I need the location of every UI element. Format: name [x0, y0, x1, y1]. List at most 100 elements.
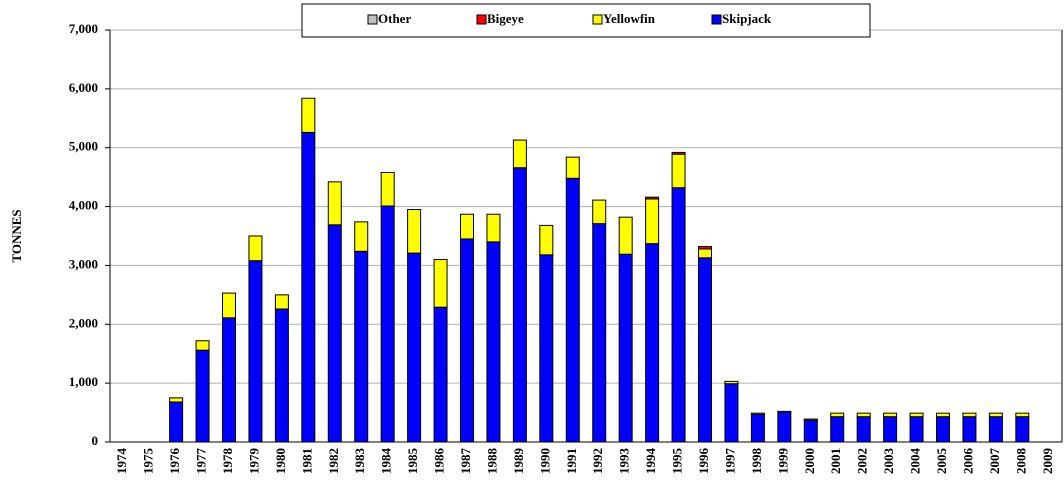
bar-segment [777, 410, 792, 413]
x-tick-label: 2008 [1013, 448, 1028, 475]
x-tick-label: 1993 [617, 448, 632, 475]
x-tick-label: 2001 [828, 448, 843, 474]
bar-segment [486, 213, 501, 243]
bar-segment [592, 223, 607, 443]
legend-label: Bigeye [487, 11, 524, 26]
bar-segment [645, 198, 660, 245]
bar-segment [830, 416, 845, 443]
x-tick-label: 1998 [749, 448, 764, 475]
bar-segment [274, 308, 289, 443]
bar-segment [512, 167, 527, 443]
bar-segment [354, 221, 369, 252]
bar-segment [671, 187, 686, 443]
x-tick-label: 1999 [775, 448, 790, 475]
legend-swatch [476, 14, 487, 25]
bar-segment [962, 416, 977, 443]
bar-segment [698, 257, 712, 443]
bar-segment [169, 397, 184, 403]
bar-segment [803, 418, 818, 421]
bar-segment [671, 151, 686, 155]
x-tick-label: 1980 [273, 448, 288, 474]
bar-segment [407, 209, 422, 254]
bar-segment [618, 253, 633, 443]
bar-segment [301, 131, 316, 443]
x-tick-label: 1988 [484, 448, 499, 475]
x-tick-label: 1987 [458, 448, 473, 475]
y-tick-label: 1,000 [69, 374, 98, 389]
x-tick-label: 1994 [643, 448, 658, 475]
bar-segment [327, 181, 342, 226]
x-tick-label: 1976 [167, 448, 182, 475]
y-tick-label: 7,000 [69, 21, 98, 36]
bar-segment [327, 224, 342, 443]
bar-segment [539, 254, 554, 443]
bar-segment [962, 412, 977, 418]
legend-swatch [711, 14, 722, 25]
legend-swatch [592, 14, 603, 25]
legend-label: Other [378, 11, 411, 26]
bar-segment [460, 238, 474, 443]
x-tick-label: 1977 [194, 448, 209, 475]
bar-segment [936, 416, 950, 443]
x-tick-label: 1978 [220, 448, 235, 475]
x-tick-label: 2006 [960, 448, 975, 475]
bar-segment [195, 340, 210, 351]
bar-segment [777, 411, 792, 443]
bar-segment [645, 196, 660, 200]
bar-segment [512, 139, 527, 169]
bar-segment [248, 235, 263, 262]
bar-segment [380, 171, 395, 207]
bar-segment [724, 380, 739, 385]
bar-segment [592, 199, 607, 225]
bar-segment [645, 243, 660, 443]
bar-segment [354, 250, 369, 443]
bar-segment [830, 412, 845, 418]
bar-segment [460, 213, 474, 240]
y-axis-label: TONNES [9, 209, 24, 262]
bar-segment [248, 260, 263, 443]
bar-segment [856, 412, 871, 418]
x-tick-label: 2003 [881, 448, 896, 475]
x-tick-label: 1975 [141, 448, 156, 475]
bar-segment [883, 412, 898, 418]
legend-label: Yellowfin [603, 11, 656, 26]
x-tick-label: 1997 [722, 448, 737, 475]
bar-segment [486, 241, 501, 443]
bar-segment [565, 177, 580, 443]
bar-segment [407, 252, 422, 443]
bar-segment [698, 248, 712, 259]
x-tick-label: 1986 [432, 448, 447, 475]
x-tick-label: 1979 [246, 448, 261, 475]
bar-segment [671, 153, 686, 189]
bar-segment [274, 294, 289, 310]
x-tick-label: 2002 [855, 448, 870, 474]
bar-segment [988, 412, 1003, 418]
x-tick-label: 1991 [564, 448, 579, 474]
x-tick-label: 1982 [326, 448, 341, 474]
bar-segment [698, 246, 712, 250]
y-tick-label: 5,000 [69, 139, 98, 154]
legend-box [301, 3, 871, 38]
bar-segment [195, 349, 210, 443]
y-tick-label: 3,000 [69, 256, 98, 271]
x-tick-label: 2007 [987, 448, 1002, 475]
bar-segment [856, 416, 871, 443]
bar-segment [433, 259, 448, 308]
bar-segment [222, 317, 236, 443]
legend-label: Skipjack [722, 11, 772, 26]
bar-segment [750, 413, 765, 443]
x-tick-label: 2009 [1040, 448, 1055, 475]
bar-segment [909, 416, 924, 443]
bar-segment [1015, 416, 1030, 443]
bar-segment [380, 205, 395, 443]
y-tick-label: 2,000 [69, 315, 98, 330]
bar-segment [750, 412, 765, 415]
bar-segment [936, 412, 950, 418]
x-tick-label: 2004 [908, 448, 923, 475]
x-tick-label: 1995 [670, 448, 685, 475]
bar-segment [724, 383, 739, 443]
x-tick-label: 1984 [379, 448, 394, 475]
y-tick-label: 4,000 [69, 198, 98, 213]
bar-segment [539, 224, 554, 256]
